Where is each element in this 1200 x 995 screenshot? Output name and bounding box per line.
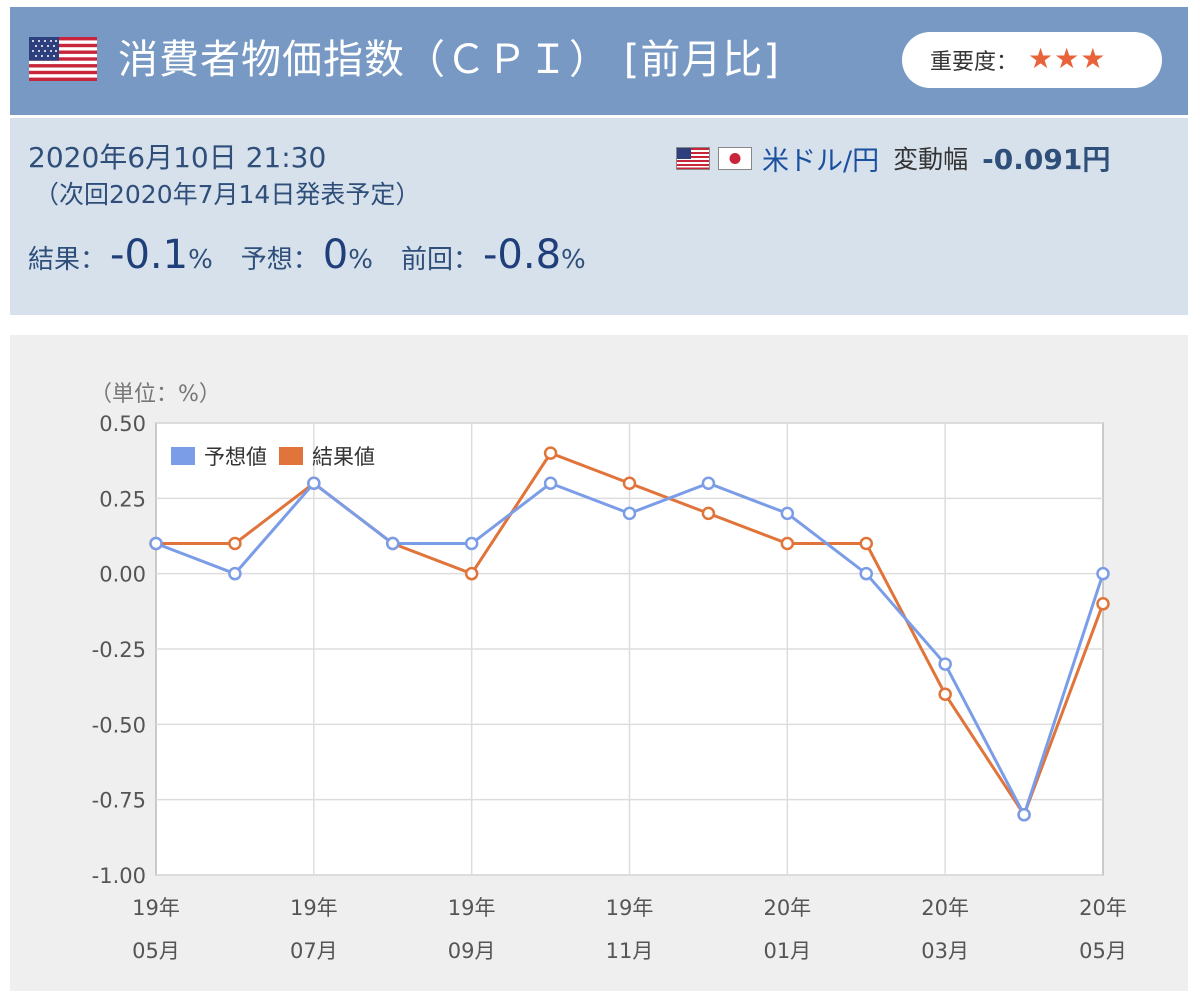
x-tick-month: 03月	[921, 939, 969, 963]
grid	[156, 422, 1103, 876]
data-point	[228, 566, 242, 581]
previous-label: 前回：	[400, 245, 479, 275]
data-point	[149, 536, 163, 551]
result-unit: %	[188, 245, 213, 275]
data-point	[938, 687, 952, 701]
x-tick-year: 19年	[606, 896, 654, 920]
x-tick-year: 19年	[132, 896, 180, 920]
legend-swatch	[169, 445, 197, 467]
data-point	[622, 476, 637, 491]
unit-label: （単位：%）	[90, 382, 221, 407]
importance-badge: 重要度： ★★★	[902, 32, 1162, 88]
legend-swatch	[277, 445, 305, 467]
x-tick-year: 20年	[1079, 896, 1127, 920]
y-tick-label: 0.00	[99, 563, 146, 587]
importance-stars-icon: ★★★	[1028, 42, 1107, 75]
data-point	[1096, 566, 1110, 581]
data-point	[938, 657, 952, 671]
cpi-line-chart: （単位：%） 0.500.250.00-0.25-0.50-0.75-1.00 …	[90, 382, 1127, 963]
series-lines	[149, 446, 1110, 822]
data-point	[1017, 807, 1031, 822]
data-point	[464, 566, 479, 581]
x-tick-month: 07月	[290, 939, 338, 963]
y-tick-label: -0.50	[92, 713, 146, 737]
us-mini-flag-icon	[676, 146, 710, 170]
currency-pair-link[interactable]: 米ドル/円	[762, 145, 880, 177]
legend-label: 予想値	[204, 445, 267, 469]
indicator-title: 消費者物価指数（ＣＰＩ） [前月比]	[118, 37, 780, 83]
x-axis: 19年 05月 19年 07月 19年 09月 19年 11月 20年 01月 20年 03月 20年 0…	[132, 896, 1127, 963]
data-point	[543, 476, 558, 491]
next-release-date: （次回2020年7月14日発表予定）	[34, 180, 421, 209]
us-flag-icon	[29, 37, 97, 81]
x-tick-year: 20年	[921, 896, 969, 920]
chart-panel: （単位：%） 0.50 0.25 0.00 -0.25 -0.50 -0.75 -1.00 …	[10, 335, 1188, 991]
result-value: -0.1	[110, 232, 189, 278]
data-point	[859, 536, 873, 551]
y-tick-label: -1.00	[92, 864, 146, 888]
release-info-panel: 2020年6月10日 21:30 （次回2020年7月14日発表予定） 米ドル/…	[10, 118, 1188, 315]
x-tick-month: 09月	[448, 939, 496, 963]
y-tick-label: -0.75	[92, 789, 146, 813]
jp-mini-flag-icon	[718, 146, 752, 170]
data-point	[780, 506, 795, 521]
legend: 予想値 結果値	[169, 445, 375, 469]
result-label: 結果：	[28, 245, 107, 275]
y-tick-label: -0.25	[92, 638, 146, 662]
importance-label: 重要度：	[930, 50, 1019, 75]
data-point	[780, 536, 795, 551]
currency-pair-move: 米ドル/円 変動幅 -0.091円	[676, 138, 1111, 177]
forecast-label: 予想：	[240, 245, 319, 275]
move-value: -0.091円	[982, 143, 1111, 176]
data-point	[386, 536, 400, 551]
data-point	[543, 446, 558, 460]
result-stats: 結果： -0.1% 予想： 0% 前回： -0.8%	[28, 232, 614, 278]
x-tick-month: 01月	[763, 939, 811, 963]
indicator-header: 消費者物価指数（ＣＰＩ） [前月比] 重要度： ★★★	[10, 7, 1188, 115]
y-tick-label: 0.50	[99, 412, 146, 436]
data-point	[701, 506, 716, 521]
x-tick-year: 19年	[290, 896, 338, 920]
legend-label: 結果値	[312, 445, 375, 469]
data-point	[307, 476, 321, 491]
move-label: 変動幅	[893, 145, 969, 174]
x-tick-year: 20年	[763, 896, 811, 920]
previous-unit: %	[561, 245, 586, 275]
x-tick-month: 05月	[132, 939, 180, 963]
forecast-value: 0	[322, 232, 349, 278]
y-tick-label: 0.25	[99, 487, 146, 511]
x-tick-year: 19年	[448, 896, 496, 920]
x-tick-month: 11月	[606, 939, 654, 963]
forecast-unit: %	[348, 245, 373, 275]
previous-value: -0.8	[482, 232, 562, 278]
release-date: 2020年6月10日 21:30	[28, 141, 327, 174]
y-axis: 0.50 0.25 0.00 -0.25 -0.50 -0.75 -1.00	[92, 412, 146, 888]
data-point	[464, 536, 479, 551]
data-point	[228, 536, 242, 551]
data-point	[1096, 597, 1110, 611]
x-tick-month: 05月	[1079, 939, 1127, 963]
data-point	[859, 566, 873, 581]
data-point	[622, 506, 637, 521]
data-point	[701, 476, 716, 491]
